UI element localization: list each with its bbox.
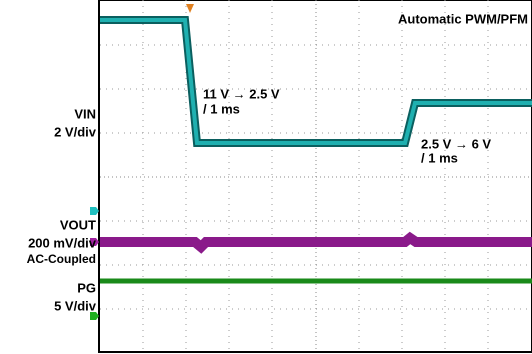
mode-label: Automatic PWM/PFM bbox=[398, 11, 528, 26]
channel-scale: 200 mV/div bbox=[28, 235, 97, 250]
vout-marker bbox=[90, 238, 99, 246]
pg-marker bbox=[90, 312, 99, 320]
channel-coupling: AC-Coupled bbox=[27, 252, 96, 266]
annotation: 2.5 V → 6 V bbox=[421, 136, 491, 151]
trigger-marker bbox=[186, 4, 194, 13]
grid bbox=[100, 0, 532, 352]
vout-trace bbox=[100, 231, 532, 254]
annotation: / 1 ms bbox=[421, 150, 458, 165]
channel-name: VIN bbox=[74, 106, 96, 121]
channel-name: VOUT bbox=[60, 217, 96, 232]
vin-trace bbox=[100, 18, 532, 145]
annotation: / 1 ms bbox=[203, 101, 240, 116]
channel-scale: 5 V/div bbox=[54, 298, 97, 313]
vin-marker bbox=[90, 207, 99, 215]
channel-scale: 2 V/div bbox=[54, 124, 97, 139]
channel-name: PG bbox=[77, 280, 96, 295]
annotation: 11 V → 2.5 V bbox=[203, 86, 280, 101]
